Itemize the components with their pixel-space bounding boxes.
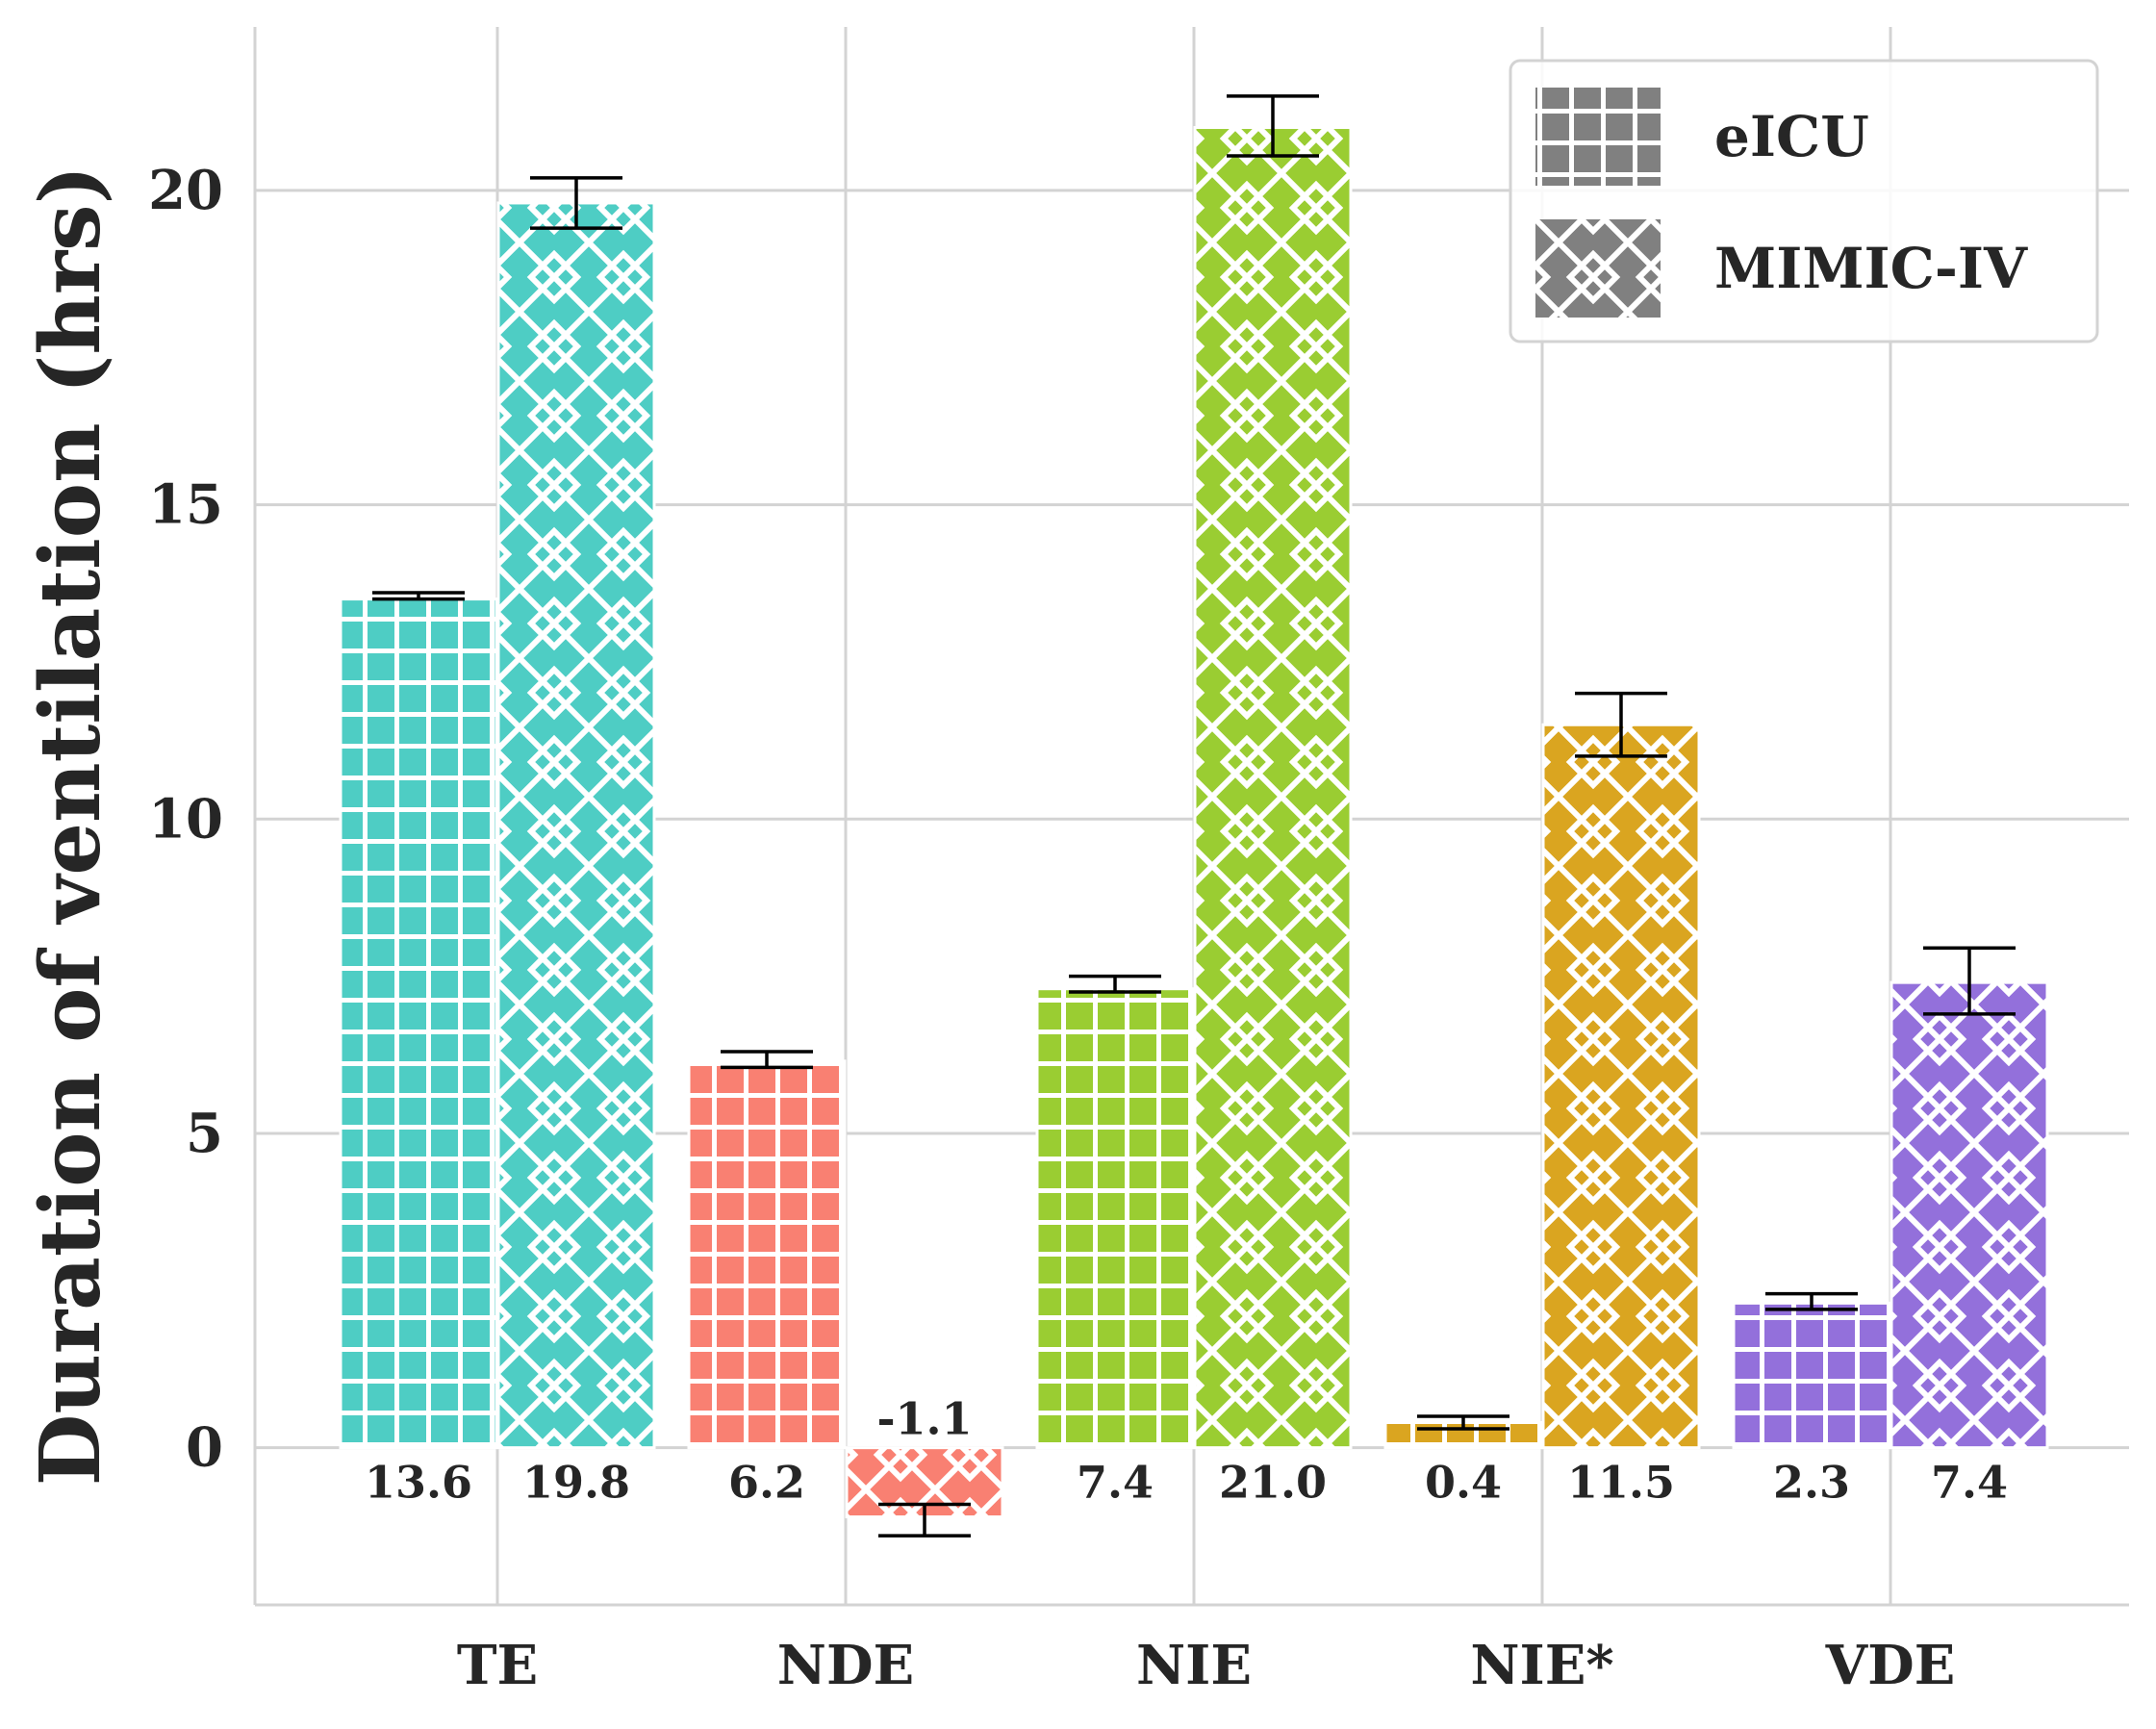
- bar-value-label: 7.4: [1931, 1457, 2008, 1509]
- bar-eicu-te: [339, 598, 498, 1450]
- bar-value-label: 11.5: [1567, 1457, 1675, 1509]
- x-tick-label: VDE: [1825, 1634, 1956, 1697]
- x-tick-label: NIE: [1136, 1634, 1252, 1697]
- error-bar-mimic-iv-2: [1227, 94, 1319, 158]
- x-tick-label: NIE*: [1470, 1634, 1613, 1697]
- legend-label-mimic-iv: MIMIC-IV: [1714, 236, 2028, 301]
- y-tick-label: 0: [186, 1416, 223, 1480]
- error-bar-eicu-2: [1069, 974, 1161, 994]
- error-bar-mimic-iv-0: [530, 176, 622, 230]
- bar-mimic-iv-vde: [1890, 980, 2049, 1450]
- legend-label-eicu: eICU: [1714, 104, 1869, 169]
- legend-swatch-mimic-iv: [1535, 219, 1661, 318]
- x-tick-label: NDE: [777, 1634, 914, 1697]
- error-bar-mimic-iv-4: [1923, 946, 2016, 1016]
- axes: 0 5 10 15 20 TE NDE NIE NIE* VDE Duration of venti…: [22, 27, 2129, 1697]
- y-tick-label: 15: [148, 473, 223, 537]
- bar-value-label: 2.3: [1773, 1457, 1850, 1509]
- y-tick-label: 5: [186, 1102, 223, 1165]
- bar-value-label: 7.4: [1077, 1457, 1154, 1509]
- legend: eICU MIMIC-IV: [1509, 59, 2099, 343]
- labels: 13.6 6.2 7.4 0.4 2.3 19.8 -1.1 21.0 11.5 7.4: [365, 1393, 2008, 1509]
- bar-value-label: 13.6: [365, 1457, 472, 1509]
- bar-value-label: 19.8: [522, 1457, 630, 1509]
- error-bar-eicu-0: [372, 591, 465, 601]
- bar-mimic-iv-te: [496, 201, 656, 1450]
- legend-swatch-eicu: [1535, 88, 1661, 186]
- bar-value-label: -1.1: [876, 1393, 972, 1445]
- bar-mimic-iv-niestar: [1541, 723, 1701, 1450]
- bar-eicu-nie: [1035, 987, 1195, 1450]
- error-bar-mimic-iv-3: [1575, 691, 1667, 758]
- error-bar-eicu-1: [721, 1050, 813, 1070]
- bars: [339, 126, 2049, 1519]
- y-tick-label: 20: [148, 159, 223, 222]
- error-bars: [372, 94, 2016, 1538]
- error-bar-eicu-3: [1417, 1414, 1509, 1431]
- bar-value-label: 0.4: [1425, 1457, 1502, 1509]
- bar-mimic-iv-nie: [1193, 126, 1353, 1450]
- y-axis-title: Duration of ventilation (hrs): [22, 165, 119, 1487]
- error-bar-eicu-4: [1765, 1291, 1858, 1311]
- bar-value-label: 21.0: [1219, 1457, 1327, 1509]
- bar-value-label: 6.2: [728, 1457, 805, 1509]
- y-tick-label: 10: [148, 787, 223, 851]
- bar-eicu-vde: [1732, 1301, 1891, 1450]
- error-bar-mimic-iv-1: [878, 1502, 971, 1538]
- bar-eicu-nde: [687, 1059, 847, 1450]
- x-tick-label: TE: [457, 1634, 538, 1697]
